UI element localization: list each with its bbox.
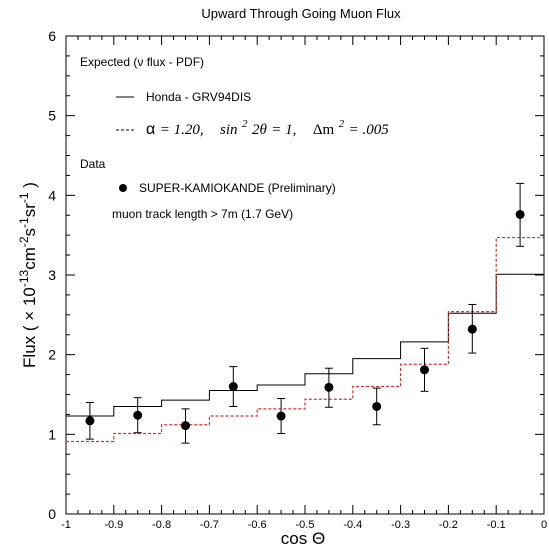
y-label-exp-2: -2 [17, 236, 31, 247]
data-point [133, 397, 143, 434]
y-tick-label: 6 [48, 28, 56, 44]
y-label-exp-4: -1 [17, 192, 31, 203]
y-label-lead: Flux ( [20, 321, 39, 368]
chart-title: Upward Through Going Muon Flux [201, 6, 401, 21]
y-label-base: 10 [20, 287, 39, 311]
point-marker [276, 411, 286, 421]
point-marker [420, 365, 429, 375]
y-label-s: s [20, 228, 39, 237]
y-tick-label: 3 [48, 267, 56, 283]
x-tick-labels: -1 -0.9 -0.8 -0.7 -0.6 -0.5 -0.4 -0.3 -0.2 -0.1 0 [61, 519, 547, 531]
point-marker [515, 209, 525, 219]
y-label-tail: ) [20, 182, 39, 192]
point-marker [85, 416, 95, 426]
y-tick-label: 1 [48, 426, 56, 442]
legend-theta: 2θ [252, 122, 268, 138]
legend-dashed-label: α = 1.20, sin 2 2θ = 1, Δm 2 = .005 [146, 114, 389, 138]
y-tick-label: 4 [48, 187, 56, 203]
legend: Expected (ν flux - PDF) Honda - GRV94DIS… [80, 55, 389, 221]
legend-theta-value: = 1, [271, 122, 296, 138]
legend-sin: sin [220, 122, 238, 138]
y-tick-label: 5 [48, 108, 56, 124]
legend-alpha: α [146, 121, 155, 138]
legend-sin-exponent: 2 [242, 118, 248, 130]
x-axis-label: cos Θ [281, 529, 325, 546]
axis-ticks [65, 35, 545, 515]
legend-heading-data: Data [80, 157, 106, 171]
y-label-exp-3: -1 [17, 217, 31, 228]
x-tick-label: -0.3 [391, 519, 410, 531]
legend-solid-label: Honda - GRV94DIS [146, 90, 251, 104]
y-label-sr: sr [20, 203, 39, 218]
legend-points-label: SUPER-KAMIOKANDE (Preliminary) [139, 181, 336, 195]
legend-dm: Δm [313, 122, 335, 138]
data-point [181, 408, 190, 444]
data-point [228, 366, 238, 407]
y-tick-label: 0 [48, 506, 56, 522]
x-tick-label: -0.8 [152, 519, 171, 531]
data-point [324, 367, 334, 408]
data-point [276, 397, 286, 435]
x-tick-label: -0.1 [487, 519, 506, 531]
legend-point-marker [119, 184, 127, 192]
x-tick-label: -0.9 [104, 519, 123, 531]
point-marker [467, 324, 477, 334]
x-tick-label: -0.5 [296, 519, 315, 531]
y-axis-label: Flux ( × 10-13cm-2s-1sr-1 ) [17, 182, 39, 368]
y-label-times: × [20, 311, 39, 321]
legend-alpha-value: = 1.20, [160, 122, 204, 138]
x-tick-label: -1 [61, 519, 71, 531]
legend-dm-value: = .005 [349, 122, 390, 138]
x-tick-label: -0.2 [439, 519, 458, 531]
x-tick-label: -0.7 [200, 519, 219, 531]
point-marker [181, 421, 190, 431]
point-marker [372, 401, 382, 411]
data-point [515, 182, 525, 247]
y-tick-labels: 0 1 2 3 4 5 6 [48, 28, 56, 522]
point-marker [133, 410, 143, 420]
legend-heading-expected: Expected (ν flux - PDF) [80, 55, 204, 69]
data-point [420, 347, 429, 392]
series-oscillation-fit-step [66, 236, 544, 443]
x-tick-label: 0 [541, 519, 547, 531]
y-tick-label: 2 [48, 347, 56, 363]
data-point [372, 387, 382, 426]
legend-note: muon track length > 7m (1.7 GeV) [112, 207, 293, 221]
series-super-kamiokande-points [85, 182, 525, 444]
point-marker [228, 382, 238, 392]
y-label-cm: cm [20, 247, 39, 270]
data-point [85, 401, 95, 440]
y-label-exp-1: -13 [17, 269, 31, 287]
legend-dm-exponent: 2 [339, 118, 345, 130]
point-marker [324, 382, 334, 392]
data-point [467, 303, 477, 354]
x-tick-label: -0.6 [248, 519, 267, 531]
x-tick-label: -0.4 [343, 519, 362, 531]
